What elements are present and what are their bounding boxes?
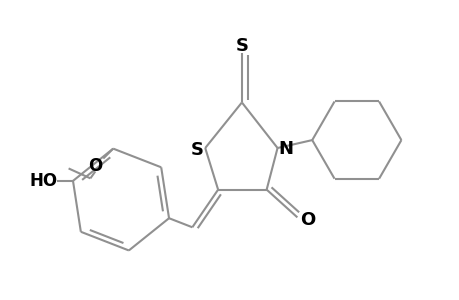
Text: HO: HO bbox=[29, 172, 57, 190]
Text: S: S bbox=[190, 141, 203, 159]
Text: S: S bbox=[235, 37, 248, 55]
Text: N: N bbox=[277, 140, 292, 158]
Text: O: O bbox=[299, 211, 314, 229]
Text: O: O bbox=[88, 158, 102, 175]
